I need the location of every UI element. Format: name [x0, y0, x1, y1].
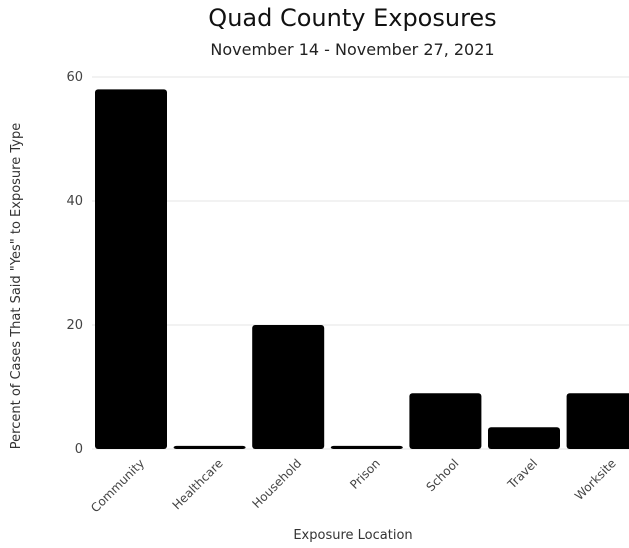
bar-travel: [488, 427, 560, 449]
x-axis-ticks: Community Healthcare Household Prison School…: [88, 456, 619, 515]
y-axis-label: Percent of Cases That Said "Yes" to Expo…: [9, 123, 24, 449]
chart-title: Quad County Exposures: [208, 4, 497, 32]
bar-healthcare: [173, 445, 246, 449]
y-axis-ticks: 0 20 40 60: [66, 70, 83, 457]
bar-school: [409, 393, 482, 449]
gridlines: [92, 76, 629, 450]
x-tick-label: Healthcare: [170, 456, 226, 512]
y-tick-label: 0: [75, 442, 83, 457]
chart-subtitle: November 14 - November 27, 2021: [210, 40, 495, 59]
x-tick-label: Household: [250, 456, 305, 511]
bar-community: [95, 89, 167, 450]
x-axis-label: Exposure Location: [293, 528, 412, 543]
bar-household: [252, 325, 325, 449]
x-tick-label: Community: [88, 456, 147, 515]
bar-worksite: [566, 393, 629, 449]
x-tick-label: Travel: [504, 456, 540, 492]
bar-prison: [330, 445, 403, 449]
x-tick-label: Prison: [347, 456, 383, 492]
x-tick-label: School: [423, 456, 461, 494]
y-tick-label: 40: [66, 194, 83, 209]
x-tick-label: Worksite: [572, 456, 619, 503]
bars: [95, 89, 629, 450]
y-tick-label: 60: [66, 70, 83, 85]
y-tick-label: 20: [66, 318, 83, 333]
